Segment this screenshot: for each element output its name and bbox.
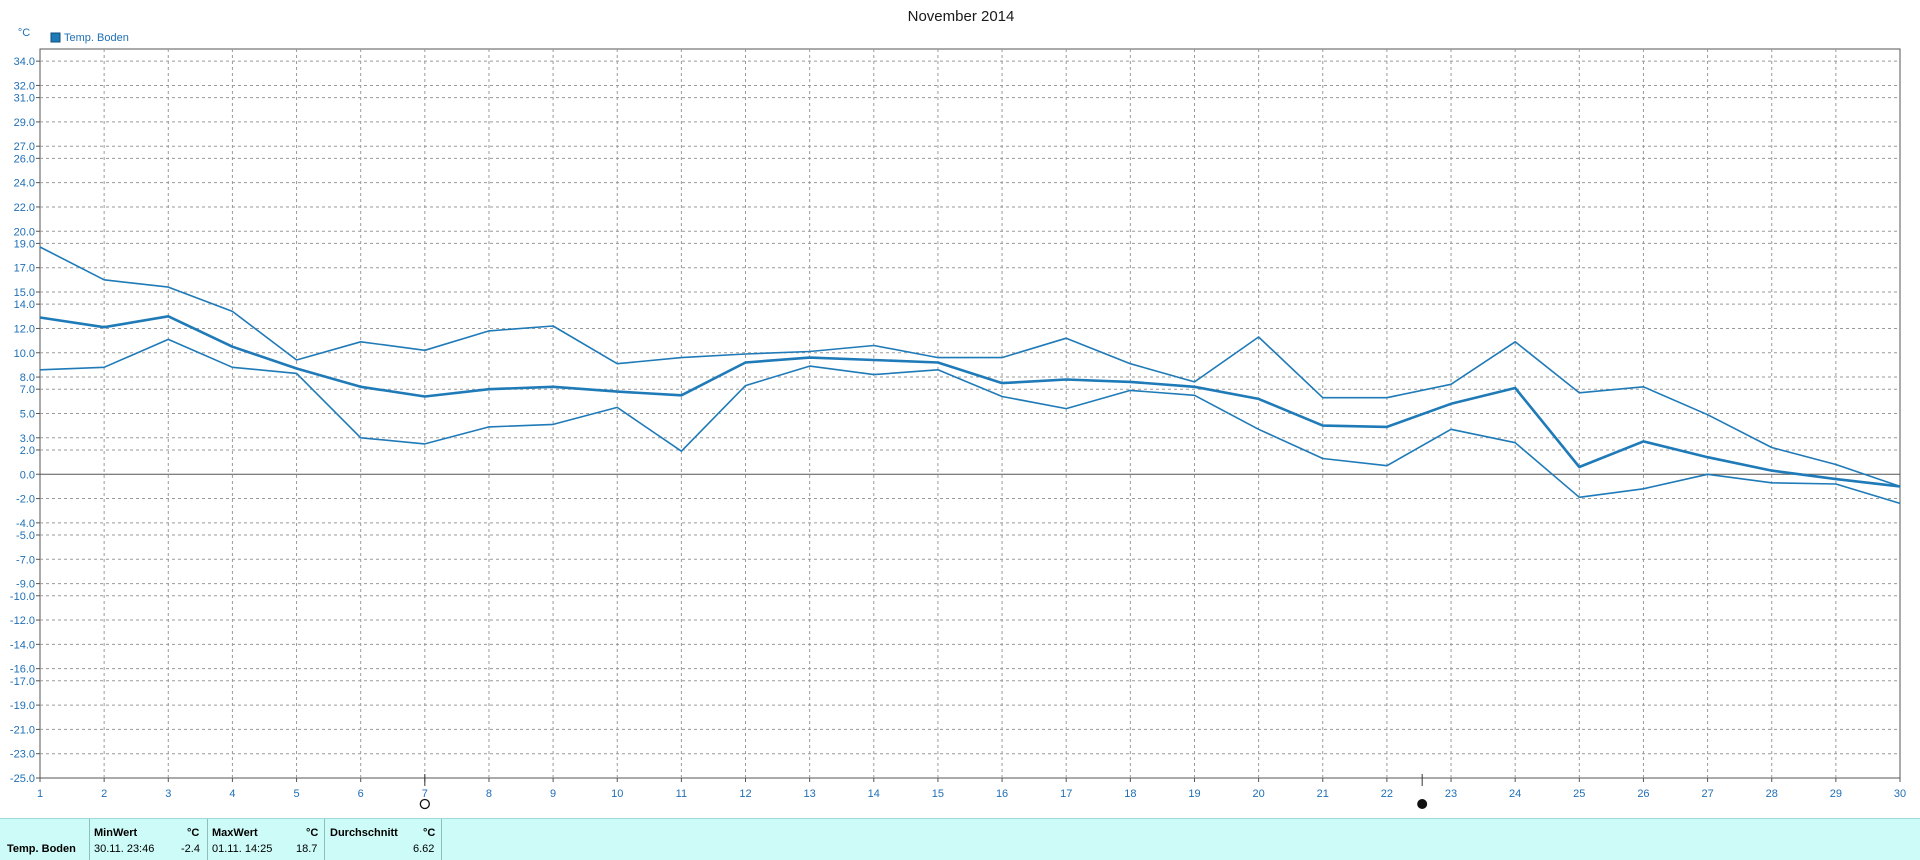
- x-tick-label: 27: [1701, 788, 1713, 800]
- y-tick-label: 8.0: [20, 372, 35, 384]
- axes: 1 2 3 4 5 6 7 8 9 10 11 12 13 14 15 16 17 18 19 20 21 22 23 24 2…: [10, 56, 1906, 800]
- y-tick-label: 34.0: [14, 56, 35, 68]
- x-tick-label: 1: [37, 788, 43, 800]
- y-tick-label: 22.0: [14, 202, 35, 214]
- y-tick-label: 17.0: [14, 263, 35, 275]
- x-tick-label: 8: [486, 788, 492, 800]
- x-tick-label: 11: [676, 788, 687, 800]
- x-tick-label: 14: [868, 788, 880, 800]
- y-tick-label: 7.0: [20, 384, 35, 396]
- max-header: MaxWert: [212, 827, 258, 839]
- y-tick-label: -17.0: [10, 676, 35, 688]
- stats-row-label: Temp. Boden: [7, 843, 76, 855]
- y-tick-label: 0.0: [20, 469, 35, 481]
- y-tick-label: 29.0: [14, 117, 35, 129]
- y-tick-label: -9.0: [16, 579, 35, 591]
- y-tick-label: -23.0: [10, 749, 35, 761]
- x-tick-label: 21: [1317, 788, 1329, 800]
- y-tick-label: 2.0: [20, 445, 35, 457]
- y-tick-label: 3.0: [20, 433, 35, 445]
- x-tick-label: 26: [1637, 788, 1649, 800]
- y-tick-label: -7.0: [16, 554, 35, 566]
- y-tick-label: -25.0: [10, 773, 35, 785]
- x-tick-label: 19: [1188, 788, 1200, 800]
- grid: [39, 48, 1901, 779]
- legend-swatch: [50, 32, 61, 43]
- x-tick-label: 23: [1445, 788, 1457, 800]
- x-tick-label: 6: [358, 788, 364, 800]
- x-tick-label: 16: [996, 788, 1008, 800]
- max-time: 01.11. 14:25: [212, 843, 273, 855]
- x-tick-label: 28: [1766, 788, 1778, 800]
- x-tick-label: 25: [1573, 788, 1585, 800]
- y-tick-label: 19.0: [14, 238, 35, 250]
- x-tick-label: 12: [739, 788, 751, 800]
- y-tick-label: -21.0: [10, 724, 35, 736]
- y-tick-label: 5.0: [20, 409, 35, 421]
- stats-table: Temp. Boden MinWert °C 30.11. 23:46 -2.4…: [0, 818, 1920, 860]
- y-tick-label: -12.0: [10, 615, 35, 627]
- chart: November 2014 °C Temp. Boden 1 2 3 4 5 6 7 8 9 10…: [10, 8, 1906, 810]
- x-tick-label: 22: [1381, 788, 1393, 800]
- markers: [419, 774, 1428, 810]
- x-tick-label: 7: [422, 788, 428, 800]
- x-tick-label: 4: [229, 788, 235, 800]
- min-value: -2.4: [181, 843, 200, 855]
- avg-header: Durchschnitt: [330, 827, 398, 839]
- avg-value: 6.62: [413, 843, 435, 855]
- y-tick-label: 31.0: [14, 93, 35, 105]
- x-tick-label: 15: [932, 788, 944, 800]
- x-tick-label: 30: [1894, 788, 1906, 800]
- y-tick-label: 26.0: [14, 153, 35, 165]
- series: [39, 246, 1901, 505]
- y-tick-label: -19.0: [10, 700, 35, 712]
- x-tick-label: 20: [1252, 788, 1264, 800]
- min-header: MinWert: [94, 827, 138, 839]
- series-line-min: [39, 338, 1901, 505]
- y-tick-label: 12.0: [14, 323, 35, 335]
- avg-unit: °C: [423, 827, 436, 839]
- y-tick-label: -2.0: [16, 494, 35, 506]
- x-tick-label: 18: [1124, 788, 1136, 800]
- series-line-max: [39, 246, 1901, 488]
- y-tick-label: 14.0: [14, 299, 35, 311]
- y-tick-label: 20.0: [14, 226, 35, 238]
- x-tick-label: 5: [293, 788, 299, 800]
- min-unit: °C: [187, 827, 200, 839]
- x-tick-label: 29: [1830, 788, 1842, 800]
- x-tick-label: 24: [1509, 788, 1521, 800]
- y-tick-label: -16.0: [10, 664, 35, 676]
- x-tick-label: 10: [611, 788, 623, 800]
- y-tick-label: 15.0: [14, 287, 35, 299]
- y-tick-label: -10.0: [10, 591, 35, 603]
- x-tick-label: 2: [101, 788, 107, 800]
- min-time: 30.11. 23:46: [94, 843, 155, 855]
- legend-label: Temp. Boden: [64, 32, 129, 44]
- max-unit: °C: [306, 827, 319, 839]
- x-tick-label: 9: [550, 788, 556, 800]
- marker-filled-circle: [1417, 799, 1428, 809]
- max-value: 18.7: [296, 843, 318, 855]
- y-tick-label: -4.0: [16, 518, 35, 530]
- x-tick-label: 17: [1060, 788, 1072, 800]
- chart-title: November 2014: [908, 8, 1015, 25]
- y-tick-label: -5.0: [16, 530, 35, 542]
- series-line-avg: [39, 314, 1901, 488]
- y-tick-label: 27.0: [14, 141, 35, 153]
- x-tick-label: 3: [165, 788, 171, 800]
- y-tick-label: 10.0: [14, 348, 35, 360]
- marker-open-circle: [419, 798, 430, 810]
- y-tick-label: 32.0: [14, 80, 35, 92]
- y-axis-unit: °C: [18, 27, 30, 39]
- y-tick-label: 24.0: [14, 178, 35, 190]
- y-tick-label: -14.0: [10, 639, 35, 651]
- x-tick-label: 13: [804, 788, 816, 800]
